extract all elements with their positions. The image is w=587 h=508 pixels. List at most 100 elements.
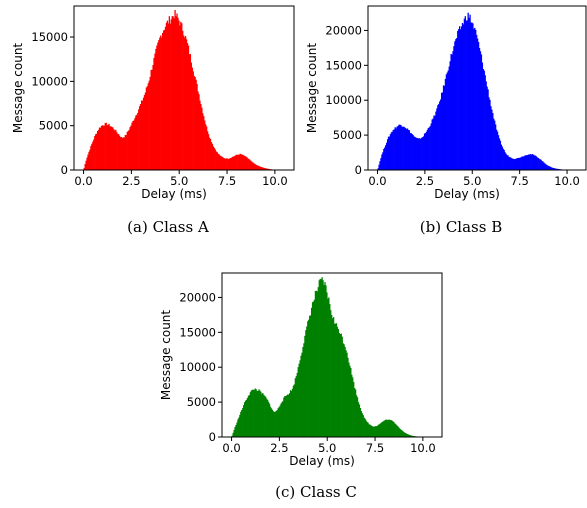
histogram-bar	[373, 426, 375, 437]
histogram-bar	[300, 355, 302, 437]
histogram-bar	[544, 163, 546, 170]
histogram-bar	[92, 141, 94, 170]
histogram-bar	[123, 137, 126, 170]
histogram-bar	[240, 154, 242, 170]
histogram-bar	[526, 155, 528, 170]
histogram-bar	[290, 391, 293, 437]
histogram-bar	[405, 128, 408, 170]
histogram-bar	[93, 139, 95, 170]
histogram-bar	[555, 168, 557, 170]
histogram-bar	[398, 428, 401, 437]
histogram-bar	[274, 411, 276, 437]
histogram-bar	[511, 158, 513, 170]
histogram-bar	[303, 343, 305, 437]
histogram-bars-class-b	[377, 12, 568, 171]
histogram-bar	[277, 408, 279, 437]
histogram-bar	[311, 302, 314, 437]
y-axis-label-class-c: Message count	[159, 310, 173, 401]
histogram-bar	[351, 374, 353, 437]
histogram-bar	[328, 297, 330, 437]
histogram-bar	[463, 18, 466, 170]
histogram-bar	[454, 41, 456, 170]
histogram-bar	[499, 140, 502, 170]
histogram-bar	[413, 136, 415, 170]
histogram-bar	[284, 396, 286, 437]
histogram-bar	[147, 83, 149, 170]
histogram-bar	[425, 131, 428, 170]
histogram-bar	[450, 53, 452, 170]
histogram-bar	[109, 126, 111, 170]
histogram-bar	[302, 347, 304, 437]
histogram-bar	[208, 137, 211, 170]
histogram-bar	[320, 279, 322, 437]
histogram-bar	[223, 157, 225, 170]
y-tick-label: 0	[61, 163, 68, 177]
histogram-bar	[314, 290, 317, 437]
histogram-bar	[465, 20, 467, 171]
x-ticks-class-a: 0.0 2.5 5.0 7.5 10.0	[74, 170, 288, 188]
x-tick-label: 7.5	[218, 174, 236, 188]
histogram-bar	[207, 134, 210, 170]
histogram-bar	[470, 22, 472, 171]
histogram-bar	[180, 21, 182, 170]
histogram-bar	[482, 68, 484, 170]
x-tick-label: 0.0	[74, 174, 92, 188]
histogram-bar	[420, 138, 422, 170]
histogram-bar	[418, 138, 420, 170]
histogram-bar	[371, 425, 373, 437]
histogram-bar	[313, 299, 316, 437]
histogram-bar	[496, 131, 499, 170]
histogram-bar	[513, 158, 516, 170]
histogram-bar	[219, 155, 221, 170]
histogram-bar	[427, 127, 430, 170]
histogram-bar	[176, 13, 178, 171]
histogram-bar	[350, 367, 352, 437]
histogram-bar	[557, 168, 559, 170]
histogram-bar	[304, 335, 306, 437]
histogram-bar	[459, 29, 462, 171]
y-tick-label: 5000	[39, 119, 68, 133]
histogram-bar	[156, 45, 158, 170]
histogram-bar	[458, 29, 460, 170]
histogram-bar	[113, 129, 115, 170]
histogram-bar	[184, 36, 187, 170]
histogram-bar	[426, 129, 429, 170]
histogram-bar	[505, 153, 507, 170]
histogram-bar	[248, 158, 250, 170]
axes-frame-class-c	[221, 272, 443, 438]
histogram-bar	[260, 391, 262, 437]
histogram-bar	[121, 138, 124, 170]
histogram-bar	[289, 390, 292, 437]
histogram-bar	[530, 154, 532, 170]
histogram-bar	[316, 291, 319, 437]
histogram-bar	[419, 138, 421, 170]
histogram-bar	[203, 116, 205, 170]
histogram-bar	[299, 360, 301, 437]
histogram-bar	[412, 135, 414, 170]
histogram-bar	[249, 392, 252, 437]
y-tick-label: 0	[355, 163, 362, 177]
histogram-bar	[365, 420, 367, 437]
histogram-bar	[119, 137, 122, 170]
histogram-bar	[230, 157, 233, 170]
histogram-bar	[449, 61, 451, 170]
histogram-bar	[475, 29, 477, 171]
histogram-bar	[181, 23, 183, 171]
axes-border	[221, 272, 443, 438]
histogram-bar	[539, 159, 541, 170]
histogram-bar	[385, 145, 387, 170]
histogram-bar	[310, 307, 313, 437]
histogram-bar	[474, 27, 476, 170]
panel-class-c: 0.0 2.5 5.0 7.5 10.0 0 5000 10000 15000 20000 De…	[159, 272, 443, 501]
histogram-bar	[236, 154, 238, 170]
histogram-bar	[466, 20, 468, 171]
histogram-bar	[421, 137, 423, 170]
histogram-bar	[406, 433, 408, 437]
histogram-bar	[260, 166, 262, 170]
histogram-bar	[118, 135, 121, 170]
histogram-bar	[222, 157, 224, 170]
histogram-bar	[332, 318, 334, 437]
histogram-bar	[193, 75, 195, 170]
histogram-bar	[477, 42, 480, 170]
histogram-bar	[196, 83, 198, 170]
